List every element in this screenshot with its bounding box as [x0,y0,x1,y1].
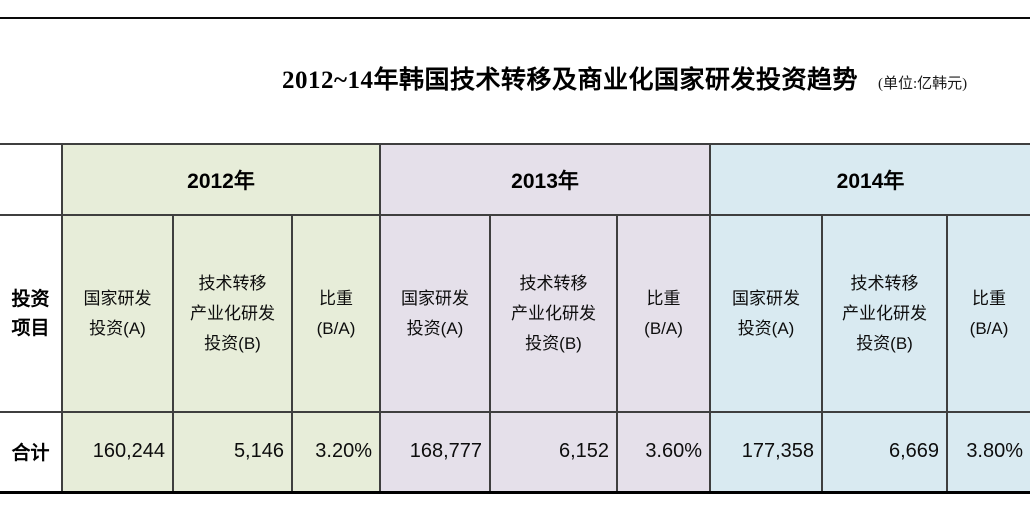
col-header-ratio-2014: 比重 (B/A) [946,214,1030,413]
col-header-line: 投资(B) [204,333,261,353]
col-header-line: 比重 [319,288,353,308]
col-header-ratio-2012: 比重 (B/A) [290,214,382,413]
col-header-line: (B/A) [644,318,683,338]
col-header-line: 产业化研发 [842,303,928,323]
value-ratio-2014: 3.80% [946,411,1030,493]
title-row: 2012~14年韩国技术转移及商业化国家研发投资趋势 (单位:亿韩元) [282,60,967,96]
row-header-line: 项目 [11,317,50,339]
col-header-line: 国家研发 [401,288,470,308]
investment-table: 2012年 2013年 2014年 投资 项目 国家研发 投资(A) 技术转移 … [0,143,1030,494]
row-header-total: 合计 [0,411,63,493]
col-header-line: 产业化研发 [511,303,597,323]
unit-note: (单位:亿韩元) [878,76,968,92]
col-header-line: 技术转移 [519,273,588,293]
value-ratio-2012: 3.20% [290,411,382,493]
value-a-2014: 177,358 [709,411,824,493]
col-header-national-rd-2013: 国家研发 投资(A) [379,214,492,413]
row-header-investment-item: 投资 项目 [0,214,63,413]
col-header-line: 国家研发 [732,288,801,308]
col-header-tech-transfer-2013: 技术转移 产业化研发 投资(B) [489,214,619,413]
col-header-line: 投资(B) [525,333,582,353]
col-header-line: 技术转移 [850,273,919,293]
year-header-2012: 2012年 [60,143,382,216]
value-b-2013: 6,152 [489,411,619,493]
col-header-line: (B/A) [316,318,356,338]
value-b-2012: 5,146 [172,411,293,493]
page-title: 2012~14年韩国技术转移及商业化国家研发投资趋势 [282,67,859,94]
column-header-row: 投资 项目 国家研发 投资(A) 技术转移 产业化研发 投资(B) 比重 (B/… [0,214,1030,413]
top-horizontal-rule [0,17,1030,19]
col-header-line: 投资(A) [89,318,146,338]
col-header-line: 技术转移 [198,273,267,293]
col-header-national-rd-2014: 国家研发 投资(A) [709,214,824,413]
total-data-row: 合计 160,244 5,146 3.20% 168,777 6,152 3.6… [0,411,1030,493]
col-header-line: 投资(A) [406,318,464,338]
col-header-line: 比重 [646,288,681,308]
col-header-line: 国家研发 [83,288,152,308]
investment-table-wrap: 2012年 2013年 2014年 投资 项目 国家研发 投资(A) 技术转移 … [0,143,1030,494]
year-header-2014: 2014年 [709,143,1030,216]
col-header-line: 投资(A) [737,318,795,338]
col-header-ratio-2013: 比重 (B/A) [616,214,712,413]
value-ratio-2013: 3.60% [616,411,712,493]
col-header-line: (B/A) [969,318,1009,338]
year-header-2013: 2013年 [379,143,712,216]
value-a-2013: 168,777 [379,411,492,493]
col-header-line: 投资(B) [856,333,913,353]
col-header-national-rd-2012: 国家研发 投资(A) [61,214,174,413]
value-a-2012: 160,244 [61,411,174,493]
col-header-line: 比重 [972,288,1007,308]
col-header-tech-transfer-2012: 技术转移 产业化研发 投资(B) [172,214,293,413]
col-header-line: 产业化研发 [190,303,275,323]
corner-cell [0,143,63,216]
row-header-line: 投资 [11,288,50,310]
col-header-tech-transfer-2014: 技术转移 产业化研发 投资(B) [821,214,949,413]
year-header-row: 2012年 2013年 2014年 [0,143,1030,216]
value-b-2014: 6,669 [821,411,949,493]
